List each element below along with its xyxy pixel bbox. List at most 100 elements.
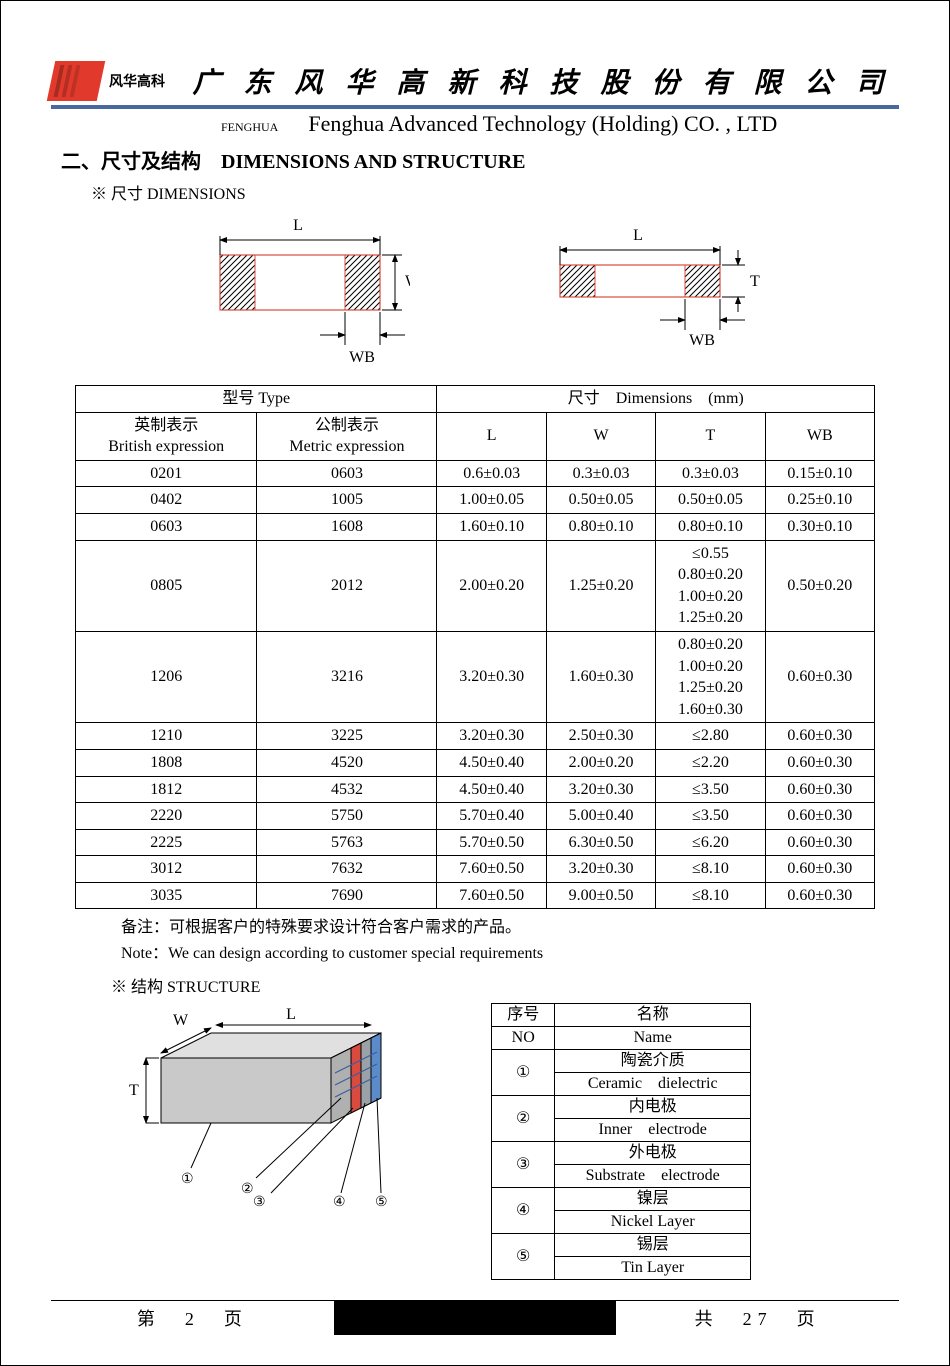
company-name-cn: 广 东 风 华 高 新 科 技 股 份 有 限 公 司 <box>185 61 899 101</box>
table-cell: 1210 <box>76 723 257 750</box>
note-en: Note：We can design according to customer… <box>121 939 899 963</box>
table-row: 180845204.50±0.402.00±0.20≤2.200.60±0.30 <box>76 749 875 776</box>
table-cell: ≤3.50 <box>656 803 765 830</box>
struct-no: ① <box>492 1050 555 1096</box>
table-cell: 0805 <box>76 540 257 631</box>
th-WB: WB <box>765 412 874 460</box>
table-row: ⑤锡层 <box>492 1234 751 1257</box>
struct-no: ② <box>492 1096 555 1142</box>
fenghua-label: FENGHUA <box>221 120 278 135</box>
table-cell: 0201 <box>76 460 257 487</box>
table-cell: 3.20±0.30 <box>437 723 546 750</box>
subheader: FENGHUA Fenghua Advanced Technology (Hol… <box>51 111 899 137</box>
callout-1: ① <box>181 1172 194 1187</box>
structure-table: 序号 名称 NO Name ①陶瓷介质Ceramic dielectric②内电… <box>491 1003 751 1280</box>
table-cell: 3035 <box>76 882 257 909</box>
logo-text: 风华高科 <box>109 71 165 91</box>
struct-name-en: Nickel Layer <box>555 1211 751 1234</box>
th-metric-cn: 公制表示 <box>263 415 430 437</box>
table-row: 020106030.6±0.030.3±0.030.3±0.030.15±0.1… <box>76 460 875 487</box>
label-T: T <box>750 273 760 290</box>
table-cell: 0.80±0.20 1.00±0.20 1.25±0.20 1.60±0.30 <box>656 631 765 722</box>
struct-name-cn: 陶瓷介质 <box>555 1050 751 1073</box>
struct-name-en: Inner electrode <box>555 1119 751 1142</box>
table-cell: 1206 <box>76 631 257 722</box>
st-head-name-cn: 名称 <box>555 1004 751 1027</box>
company-name-en: Fenghua Advanced Technology (Holding) CO… <box>308 111 777 137</box>
footer-separator <box>334 1301 617 1335</box>
section-title: 二、尺寸及结构 DIMENSIONS AND STRUCTURE <box>61 145 899 174</box>
table-cell: ≤2.20 <box>656 749 765 776</box>
label-WB-2: WB <box>689 332 715 349</box>
table-cell: 3.20±0.30 <box>546 856 655 883</box>
label-L: L <box>293 217 303 234</box>
table-row: 301276327.60±0.503.20±0.30≤8.100.60±0.30 <box>76 856 875 883</box>
table-cell: 0.80±0.10 <box>656 513 765 540</box>
table-cell: 0.60±0.30 <box>765 803 874 830</box>
footer-total-pages: 共 27 页 <box>616 1301 899 1335</box>
table-row: 181245324.50±0.403.20±0.30≤3.500.60±0.30 <box>76 776 875 803</box>
struct-name-cn: 外电极 <box>555 1142 751 1165</box>
table-cell: 0603 <box>76 513 257 540</box>
table-cell: 0.60±0.30 <box>765 829 874 856</box>
label-WB-1: WB <box>349 349 375 366</box>
table-cell: 4.50±0.40 <box>437 776 546 803</box>
dimension-diagrams: L W WB <box>51 210 899 375</box>
th-british-en: British expression <box>82 436 250 458</box>
table-row: 303576907.60±0.509.00±0.50≤8.100.60±0.30 <box>76 882 875 909</box>
table-cell: 1.60±0.10 <box>437 513 546 540</box>
struct-label-W: W <box>173 1012 189 1029</box>
table-cell: 1.25±0.20 <box>546 540 655 631</box>
table-cell: 4532 <box>257 776 437 803</box>
table-cell: ≤3.50 <box>656 776 765 803</box>
table-cell: 4520 <box>257 749 437 776</box>
table-cell: 0603 <box>257 460 437 487</box>
st-head-name-en: Name <box>555 1027 751 1050</box>
th-metric: 公制表示 Metric expression <box>257 412 437 460</box>
table-cell: 2.00±0.20 <box>546 749 655 776</box>
struct-label-T: T <box>129 1082 139 1099</box>
table-cell: 9.00±0.50 <box>546 882 655 909</box>
table-row: ①陶瓷介质 <box>492 1050 751 1073</box>
dimensions-table-body: 020106030.6±0.030.3±0.030.3±0.030.15±0.1… <box>76 460 875 909</box>
structure-table-body: ①陶瓷介质Ceramic dielectric②内电极Inner electro… <box>492 1050 751 1280</box>
callout-3: ③ <box>253 1195 266 1210</box>
diagram-top-svg: L W WB <box>190 210 410 370</box>
struct-label-L: L <box>286 1006 296 1023</box>
table-cell: 2.50±0.30 <box>546 723 655 750</box>
table-cell: 0.60±0.30 <box>765 749 874 776</box>
subsection-dimensions: ※ 尺寸 DIMENSIONS <box>91 180 899 204</box>
table-cell: 1.60±0.30 <box>546 631 655 722</box>
struct-name-cn: 内电极 <box>555 1096 751 1119</box>
th-W: W <box>546 412 655 460</box>
table-cell: 2.00±0.20 <box>437 540 546 631</box>
th-british: 英制表示 British expression <box>76 412 257 460</box>
table-cell: 5.70±0.50 <box>437 829 546 856</box>
table-row: 080520122.00±0.201.25±0.20≤0.55 0.80±0.2… <box>76 540 875 631</box>
label-L-2: L <box>633 227 643 244</box>
dimensions-table: 型号 Type 尺寸 Dimensions (mm) 英制表示 British … <box>75 385 875 909</box>
table-row: ③外电极 <box>492 1142 751 1165</box>
st-head-no-en: NO <box>492 1027 555 1050</box>
table-row: 222057505.70±0.405.00±0.40≤3.500.60±0.30 <box>76 803 875 830</box>
table-cell: 5.70±0.40 <box>437 803 546 830</box>
page: 风华高科 广 东 风 华 高 新 科 技 股 份 有 限 公 司 FENGHUA… <box>0 0 950 1366</box>
table-row: 121032253.20±0.302.50±0.30≤2.800.60±0.30 <box>76 723 875 750</box>
th-type: 型号 Type <box>76 386 437 413</box>
label-W: W <box>405 273 410 290</box>
struct-no: ③ <box>492 1142 555 1188</box>
table-row: ④镍层 <box>492 1188 751 1211</box>
table-cell: 2220 <box>76 803 257 830</box>
callout-5: ⑤ <box>375 1195 388 1210</box>
table-cell: 0.60±0.30 <box>765 631 874 722</box>
subsection-structure: ※ 结构 STRUCTURE <box>111 973 899 997</box>
th-dim: 尺寸 Dimensions (mm) <box>437 386 875 413</box>
table-cell: ≤8.10 <box>656 882 765 909</box>
table-cell: 0.50±0.05 <box>656 487 765 514</box>
table-cell: 3216 <box>257 631 437 722</box>
page-footer: 第 2 页 共 27 页 <box>51 1300 899 1335</box>
structure-diagram: W L T ① ② ③ ④ <box>91 1003 431 1218</box>
th-british-cn: 英制表示 <box>82 415 250 437</box>
table-cell: 7632 <box>257 856 437 883</box>
table-cell: 0.60±0.30 <box>765 882 874 909</box>
